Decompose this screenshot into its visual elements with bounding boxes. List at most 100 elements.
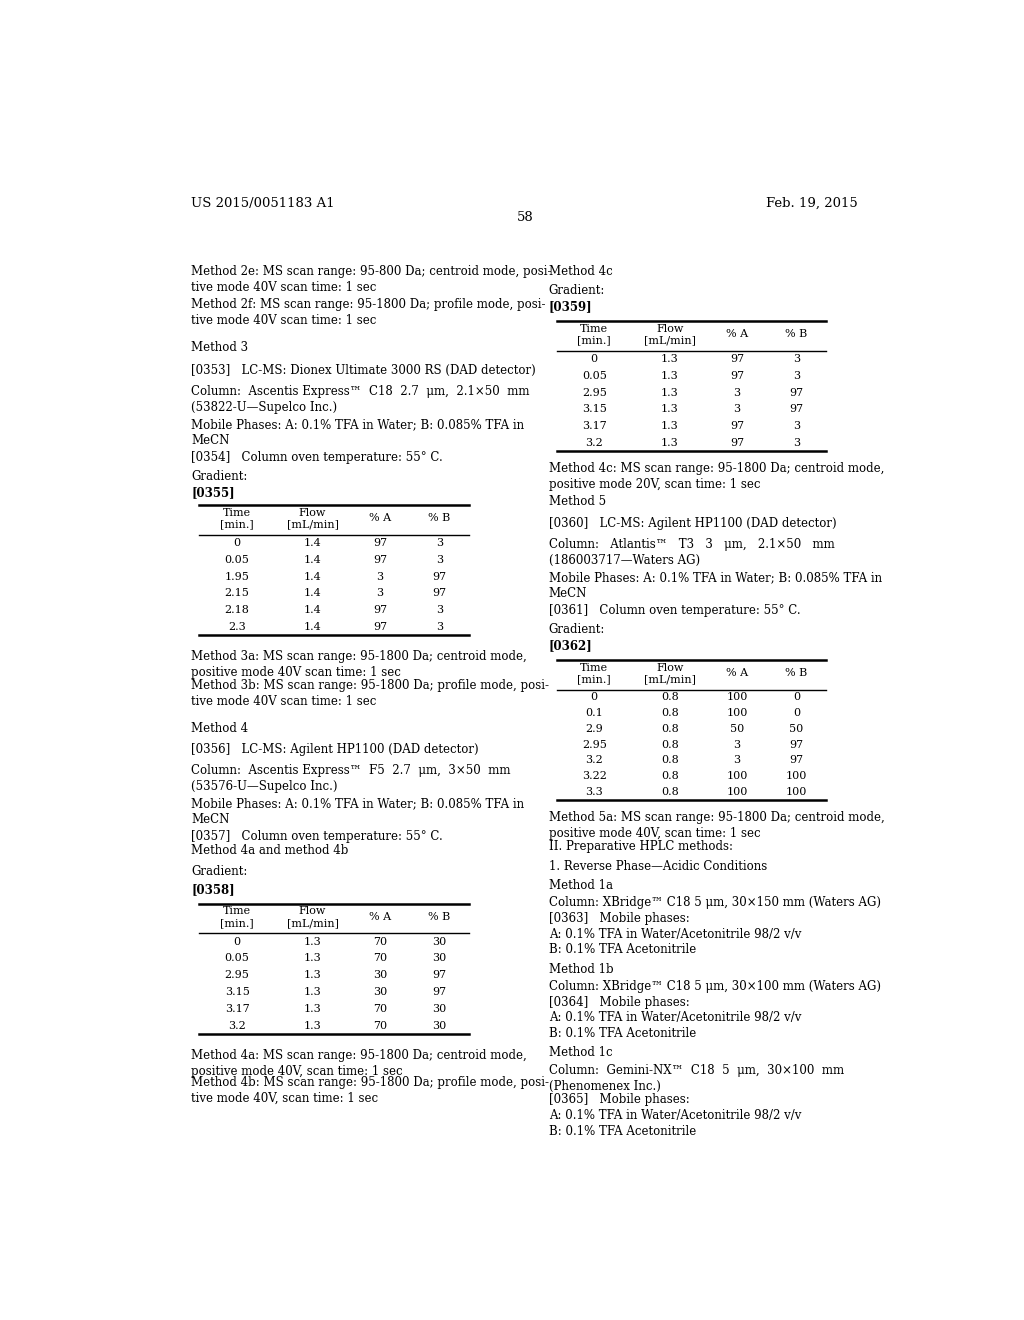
Text: % B: % B — [428, 912, 451, 923]
Text: 30: 30 — [432, 1020, 446, 1031]
Text: Method 1a: Method 1a — [549, 879, 612, 892]
Text: 97: 97 — [432, 970, 446, 981]
Text: 1.3: 1.3 — [304, 970, 322, 981]
Text: 3.17: 3.17 — [582, 421, 606, 432]
Text: Column:  Ascentis Express™  F5  2.7  μm,  3×50  mm
(53576-U—Supelco Inc.): Column: Ascentis Express™ F5 2.7 μm, 3×5… — [191, 764, 511, 793]
Text: 0.1: 0.1 — [586, 709, 603, 718]
Text: % B: % B — [428, 513, 451, 524]
Text: 0.8: 0.8 — [660, 709, 679, 718]
Text: 3: 3 — [793, 371, 800, 381]
Text: [0365]   Mobile phases:: [0365] Mobile phases: — [549, 1093, 689, 1106]
Text: 3.17: 3.17 — [224, 1003, 250, 1014]
Text: 3: 3 — [793, 354, 800, 364]
Text: [0361]   Column oven temperature: 55° C.: [0361] Column oven temperature: 55° C. — [549, 605, 800, 616]
Text: 1.3: 1.3 — [304, 1020, 322, 1031]
Text: 30: 30 — [432, 1003, 446, 1014]
Text: 3.2: 3.2 — [586, 755, 603, 766]
Text: 97: 97 — [373, 539, 387, 548]
Text: 1.4: 1.4 — [304, 589, 322, 598]
Text: 97: 97 — [790, 388, 804, 397]
Text: 50: 50 — [730, 723, 744, 734]
Text: Method 4a: MS scan range: 95-1800 Da; centroid mode,
positive mode 40V, scan tim: Method 4a: MS scan range: 95-1800 Da; ce… — [191, 1048, 527, 1077]
Text: [0355]: [0355] — [191, 486, 236, 499]
Text: 3: 3 — [436, 605, 443, 615]
Text: Mobile Phases: A: 0.1% TFA in Water; B: 0.085% TFA in
MeCN: Mobile Phases: A: 0.1% TFA in Water; B: … — [191, 418, 524, 446]
Text: 97: 97 — [373, 622, 387, 632]
Text: Method 1c: Method 1c — [549, 1047, 612, 1060]
Text: US 2015/0051183 A1: US 2015/0051183 A1 — [191, 197, 335, 210]
Text: 3: 3 — [733, 755, 740, 766]
Text: 0: 0 — [793, 693, 800, 702]
Text: 1.4: 1.4 — [304, 572, 322, 582]
Text: 97: 97 — [432, 589, 446, 598]
Text: 2.9: 2.9 — [586, 723, 603, 734]
Text: Flow
[mL/min]: Flow [mL/min] — [287, 508, 339, 529]
Text: 97: 97 — [432, 572, 446, 582]
Text: 1.3: 1.3 — [660, 421, 679, 432]
Text: Mobile Phases: A: 0.1% TFA in Water; B: 0.085% TFA in
MeCN: Mobile Phases: A: 0.1% TFA in Water; B: … — [549, 570, 882, 599]
Text: 3: 3 — [793, 421, 800, 432]
Text: % A: % A — [726, 330, 749, 339]
Text: 0.8: 0.8 — [660, 787, 679, 797]
Text: 1.3: 1.3 — [304, 953, 322, 964]
Text: Column:  Gemini-NX™  C18  5  μm,  30×100  mm
(Phenomenex Inc.): Column: Gemini-NX™ C18 5 μm, 30×100 mm (… — [549, 1064, 844, 1093]
Text: 3: 3 — [733, 739, 740, 750]
Text: Method 2e: MS scan range: 95-800 Da; centroid mode, posi-
tive mode 40V scan tim: Method 2e: MS scan range: 95-800 Da; cen… — [191, 265, 552, 294]
Text: 97: 97 — [373, 605, 387, 615]
Text: Column:   Atlantis™   T3   3   μm,   2.1×50   mm
(186003717—Waters AG): Column: Atlantis™ T3 3 μm, 2.1×50 mm (18… — [549, 537, 835, 566]
Text: Column: XBridge™ C18 5 μm, 30×100 mm (Waters AG): Column: XBridge™ C18 5 μm, 30×100 mm (Wa… — [549, 981, 881, 993]
Text: Method 4c: Method 4c — [549, 265, 612, 279]
Text: II. Preparative HPLC methods:: II. Preparative HPLC methods: — [549, 841, 732, 853]
Text: [0358]: [0358] — [191, 883, 236, 896]
Text: Method 3a: MS scan range: 95-1800 Da; centroid mode,
positive mode 40V scan time: Method 3a: MS scan range: 95-1800 Da; ce… — [191, 649, 527, 678]
Text: % A: % A — [369, 912, 391, 923]
Text: 30: 30 — [432, 953, 446, 964]
Text: [0354]   Column oven temperature: 55° C.: [0354] Column oven temperature: 55° C. — [191, 451, 443, 463]
Text: 1. Reverse Phase—Acidic Conditions: 1. Reverse Phase—Acidic Conditions — [549, 859, 767, 873]
Text: Time
[min.]: Time [min.] — [578, 323, 611, 346]
Text: Mobile Phases: A: 0.1% TFA in Water; B: 0.085% TFA in
MeCN: Mobile Phases: A: 0.1% TFA in Water; B: … — [191, 797, 524, 826]
Text: 70: 70 — [373, 937, 387, 946]
Text: 0.8: 0.8 — [660, 771, 679, 781]
Text: 1.3: 1.3 — [660, 371, 679, 381]
Text: 3.2: 3.2 — [228, 1020, 246, 1031]
Text: Column:  Ascentis Express™  C18  2.7  μm,  2.1×50  mm
(53822-U—Supelco Inc.): Column: Ascentis Express™ C18 2.7 μm, 2.… — [191, 384, 530, 413]
Text: Time
[min.]: Time [min.] — [578, 663, 611, 684]
Text: Time
[min.]: Time [min.] — [220, 907, 254, 928]
Text: 70: 70 — [373, 1003, 387, 1014]
Text: 0: 0 — [591, 354, 598, 364]
Text: Method 5: Method 5 — [549, 495, 606, 508]
Text: 0: 0 — [233, 937, 241, 946]
Text: 2.3: 2.3 — [228, 622, 246, 632]
Text: Time
[min.]: Time [min.] — [220, 508, 254, 529]
Text: 50: 50 — [790, 723, 804, 734]
Text: [0357]   Column oven temperature: 55° C.: [0357] Column oven temperature: 55° C. — [191, 830, 443, 843]
Text: Method 3: Method 3 — [191, 341, 249, 354]
Text: % A: % A — [369, 513, 391, 524]
Text: 3: 3 — [377, 589, 384, 598]
Text: 1.3: 1.3 — [660, 438, 679, 447]
Text: 100: 100 — [786, 787, 807, 797]
Text: 0.05: 0.05 — [224, 554, 250, 565]
Text: [0362]: [0362] — [549, 639, 592, 652]
Text: 97: 97 — [790, 404, 804, 414]
Text: Feb. 19, 2015: Feb. 19, 2015 — [766, 197, 858, 210]
Text: 2.15: 2.15 — [224, 589, 250, 598]
Text: % B: % B — [785, 330, 808, 339]
Text: 3.15: 3.15 — [582, 404, 606, 414]
Text: Gradient:: Gradient: — [549, 623, 605, 636]
Text: 70: 70 — [373, 953, 387, 964]
Text: A: 0.1% TFA in Water/Acetonitrile 98/2 v/v: A: 0.1% TFA in Water/Acetonitrile 98/2 v… — [549, 1011, 801, 1024]
Text: 97: 97 — [432, 987, 446, 997]
Text: 0: 0 — [233, 539, 241, 548]
Text: 70: 70 — [373, 1020, 387, 1031]
Text: 1.3: 1.3 — [660, 388, 679, 397]
Text: % A: % A — [726, 668, 749, 678]
Text: 1.4: 1.4 — [304, 539, 322, 548]
Text: 0: 0 — [591, 693, 598, 702]
Text: 97: 97 — [730, 438, 744, 447]
Text: 100: 100 — [726, 693, 748, 702]
Text: [0353]   LC-MS: Dionex Ultimate 3000 RS (DAD detector): [0353] LC-MS: Dionex Ultimate 3000 RS (D… — [191, 363, 537, 376]
Text: [0364]   Mobile phases:: [0364] Mobile phases: — [549, 995, 689, 1008]
Text: Method 1b: Method 1b — [549, 962, 613, 975]
